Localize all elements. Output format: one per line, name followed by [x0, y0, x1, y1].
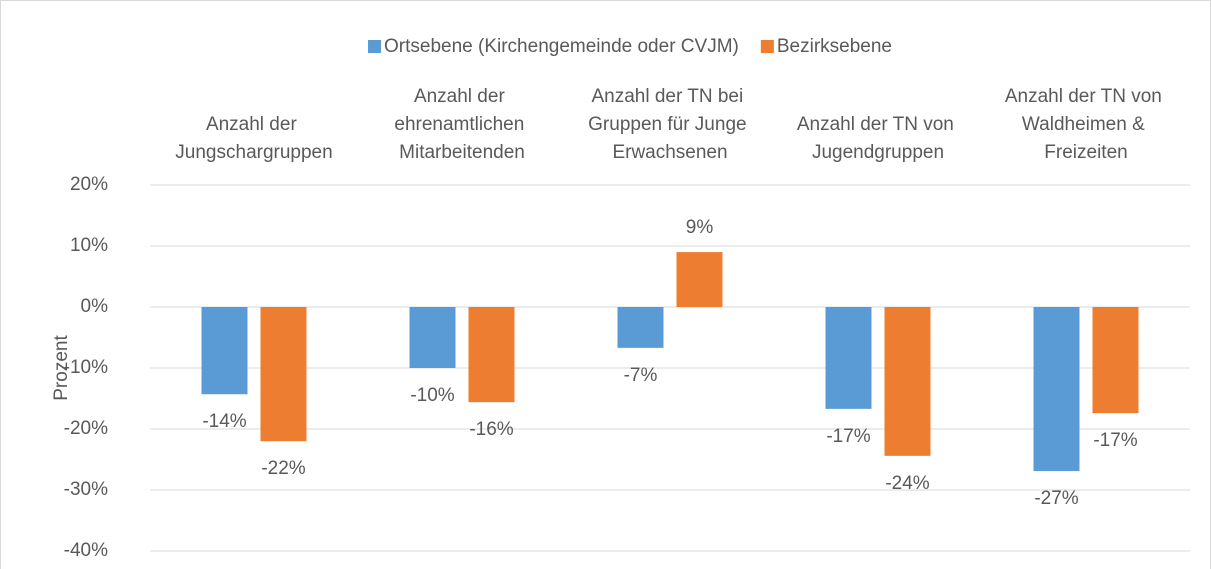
- category-label: Anzahl der TN von Jugendgruppen: [797, 114, 959, 163]
- bar: [1092, 307, 1139, 414]
- data-label: -14%: [202, 411, 246, 432]
- legend-label: Bezirksebene: [777, 36, 892, 57]
- category-label-line: Anzahl der TN bei: [591, 86, 748, 107]
- category-label-line: Anzahl der TN von: [1005, 86, 1167, 107]
- y-tick-label: -30%: [64, 479, 108, 500]
- bar: [201, 307, 248, 395]
- legend-swatch: [368, 40, 382, 53]
- category-label: Anzahl der TN bei Gruppen für Junge Erwa…: [588, 86, 752, 163]
- y-tick-label: 10%: [70, 235, 108, 256]
- data-label: -10%: [410, 385, 454, 406]
- bar: [825, 307, 872, 409]
- y-tick-label: -40%: [64, 540, 108, 561]
- legend-swatch: [760, 40, 774, 53]
- legend: Ortsebene (Kirchengemeinde oder CVJM) Bez…: [368, 36, 892, 57]
- bar: [409, 307, 456, 368]
- category-label-line: Mitarbeitenden: [399, 142, 525, 163]
- category-label: Anzahl der ehrenamtlichen Mitarbeitenden: [394, 86, 529, 163]
- category-label-line: Anzahl der TN von: [797, 114, 959, 135]
- category-label-line: ehrenamtlichen: [394, 114, 529, 135]
- bar: [676, 252, 723, 307]
- y-tick-label: 20%: [70, 174, 108, 195]
- data-label: -16%: [469, 419, 513, 440]
- data-label: -7%: [624, 365, 658, 386]
- category-label-line: Gruppen für Junge: [588, 114, 752, 135]
- category-label-line: Freizeiten: [1044, 142, 1127, 163]
- bar: [260, 307, 307, 442]
- category-label-line: Jugendgruppen: [812, 142, 944, 163]
- bar: [1033, 307, 1080, 472]
- category-label-line: Jungschargruppen: [175, 142, 332, 163]
- category-label-line: Waldheimen &: [1022, 114, 1150, 135]
- data-label: -27%: [1034, 488, 1078, 509]
- data-label: -17%: [1093, 430, 1137, 451]
- bar: [468, 307, 515, 403]
- data-label: -22%: [261, 458, 305, 479]
- legend-label: Ortsebene (Kirchengemeinde oder CVJM): [384, 36, 739, 57]
- data-label: -17%: [826, 426, 870, 447]
- category-label-line: Anzahl der: [206, 114, 302, 135]
- category-label-line: Anzahl der: [414, 86, 510, 107]
- category-label: Anzahl der Jungschargruppen: [175, 114, 332, 163]
- y-tick-label: 0%: [81, 296, 109, 317]
- y-tick-label: -10%: [64, 357, 108, 378]
- bar: [617, 307, 664, 348]
- y-axis-title: Prozent: [51, 335, 72, 401]
- bar: [884, 307, 931, 456]
- category-label: Anzahl der TN von Waldheimen & Freizeite…: [1005, 86, 1167, 163]
- data-label: -24%: [885, 473, 929, 494]
- data-label: 9%: [686, 217, 714, 238]
- y-tick-label: -20%: [64, 418, 108, 439]
- category-label-line: Erwachsenen: [612, 142, 727, 163]
